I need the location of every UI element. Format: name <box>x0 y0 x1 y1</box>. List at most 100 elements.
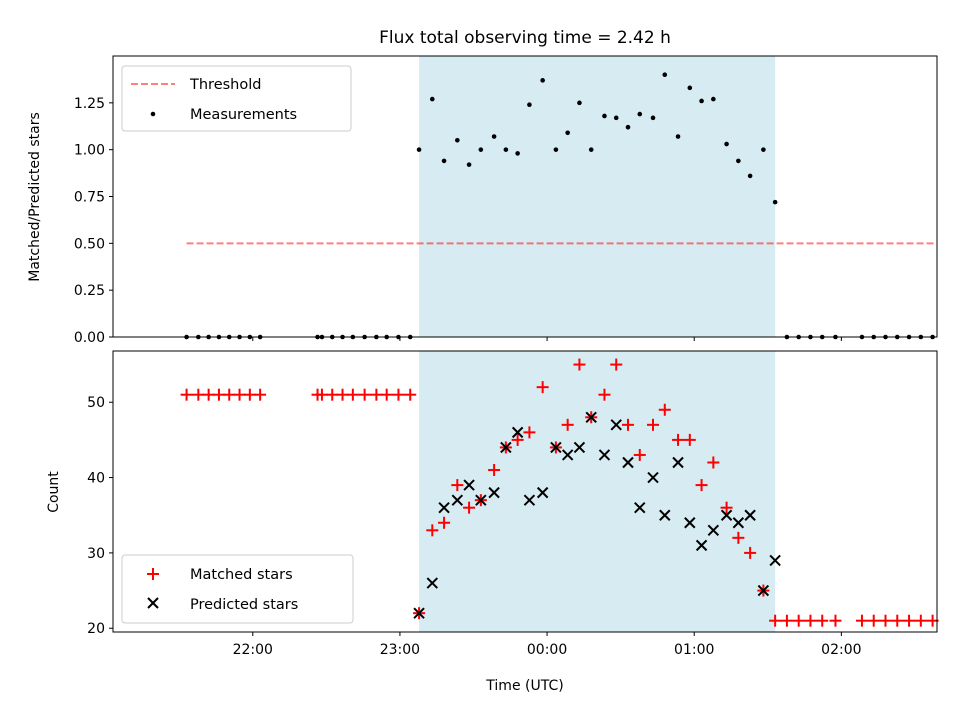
matched-star-point <box>816 614 829 627</box>
bottom-y-tick-label: 30 <box>87 546 105 562</box>
matched-star-point <box>511 433 524 446</box>
predicted-star-point <box>598 449 611 461</box>
matched-stars-points <box>180 358 939 627</box>
measurement-point <box>416 147 422 152</box>
predicted-star-point <box>707 524 720 537</box>
top-y-tick-label: 0.75 <box>74 190 105 206</box>
predicted-star-point <box>488 486 500 499</box>
matched-star-point <box>438 516 451 529</box>
matched-star-point <box>829 614 842 627</box>
predicted-star-point <box>622 456 634 469</box>
matched-star-point <box>879 614 892 627</box>
predicted-star-point <box>720 509 733 521</box>
top-y-ticks: 0.00 0.25 0.50 0.75 1.00 1.25 <box>74 96 113 346</box>
matched-star-point <box>598 388 611 401</box>
measurement-point <box>540 78 545 83</box>
matched-star-point <box>561 418 574 431</box>
matched-star-point <box>903 614 916 627</box>
measurement-point <box>503 147 509 152</box>
matched-star-point <box>891 614 904 627</box>
predicted-star-point <box>561 449 574 461</box>
top-observing-window-shade <box>419 56 776 337</box>
measurement-point <box>553 147 559 152</box>
matched-star-point <box>315 388 328 401</box>
matched-star-point <box>202 388 215 401</box>
x-tick-label: 23:00 <box>380 642 420 658</box>
predicted-star-point <box>610 419 622 431</box>
measurement-point <box>662 72 668 78</box>
matched-star-point <box>488 464 501 477</box>
legend-predicted-swatch <box>147 597 159 609</box>
measurement-point <box>761 147 766 152</box>
matched-star-point <box>804 614 817 627</box>
bottom-legend-box <box>121 554 354 624</box>
matched-star-point <box>536 381 549 394</box>
bottom-panel: 20 30 40 50 22:00 23:00 00:00 01:00 02:00 Time … <box>46 350 939 694</box>
predicted-star-point <box>426 577 439 589</box>
x-tick-label: 00:00 <box>527 642 567 658</box>
measurement-point <box>736 158 741 164</box>
predicted-star-point <box>769 554 781 567</box>
matched-star-point <box>523 426 536 439</box>
matched-star-point <box>792 614 805 627</box>
matched-star-point <box>380 388 393 401</box>
predicted-stars-points <box>413 411 781 619</box>
matched-star-point <box>370 388 383 401</box>
matched-star-point <box>212 388 225 401</box>
measurement-point <box>675 134 681 139</box>
matched-star-point <box>622 418 634 431</box>
legend-predicted-label: Predicted stars <box>190 597 298 613</box>
matched-star-point <box>573 358 586 371</box>
bottom-y-tick-label: 50 <box>87 395 105 411</box>
measurement-point <box>478 147 484 152</box>
chart-title: Flux total observing time = 2.42 h <box>379 28 671 48</box>
legend-threshold-label: Threshold <box>189 77 261 93</box>
legend-matched-label: Matched stars <box>190 567 293 583</box>
predicted-star-point <box>659 509 671 521</box>
predicted-star-point <box>732 517 745 529</box>
predicted-star-point <box>536 486 549 499</box>
predicted-star-point <box>695 539 708 552</box>
matched-star-point <box>695 479 708 492</box>
matched-star-point <box>672 433 685 446</box>
predicted-star-point <box>451 494 464 506</box>
measurement-point <box>687 85 693 91</box>
predicted-star-point <box>550 441 562 454</box>
predicted-star-point <box>523 494 536 506</box>
predicted-star-point <box>413 607 425 619</box>
bottom-observing-window-shade <box>419 351 776 632</box>
matched-star-point <box>243 388 256 401</box>
matched-star-point <box>404 388 417 401</box>
measurement-point <box>747 173 753 179</box>
matched-star-point <box>633 448 646 461</box>
top-y-tick-label: 1.00 <box>74 143 105 159</box>
measurement-point <box>588 147 594 152</box>
x-tick-label: 22:00 <box>233 642 273 658</box>
matched-star-point <box>855 614 868 627</box>
measurement-point <box>772 199 778 205</box>
predicted-star-point <box>757 584 770 597</box>
measurement-point <box>527 102 532 108</box>
predicted-star-point <box>647 471 659 484</box>
matched-star-point <box>769 614 782 627</box>
measurement-point <box>491 134 497 139</box>
measurement-point <box>602 113 607 119</box>
x-tick-label: 01:00 <box>674 642 714 658</box>
matched-star-point <box>426 524 439 537</box>
matched-star-point <box>223 388 236 401</box>
predicted-star-point <box>463 479 475 491</box>
measurement-point <box>699 98 704 104</box>
bottom-x-ticks: 22:00 23:00 00:00 01:00 02:00 <box>233 632 862 658</box>
matched-star-point <box>610 358 623 371</box>
predicted-star-point <box>672 456 684 469</box>
measurement-point <box>625 124 631 130</box>
top-y-tick-label: 0.25 <box>74 283 105 299</box>
matched-star-point <box>647 418 660 431</box>
predicted-star-point <box>438 501 450 514</box>
legend-measurements-label: Measurements <box>190 107 297 123</box>
bottom-y-tick-label: 20 <box>87 621 105 637</box>
predicted-star-point <box>475 494 487 506</box>
measurement-point <box>724 141 729 147</box>
top-legend: Threshold Measurements <box>121 65 352 132</box>
